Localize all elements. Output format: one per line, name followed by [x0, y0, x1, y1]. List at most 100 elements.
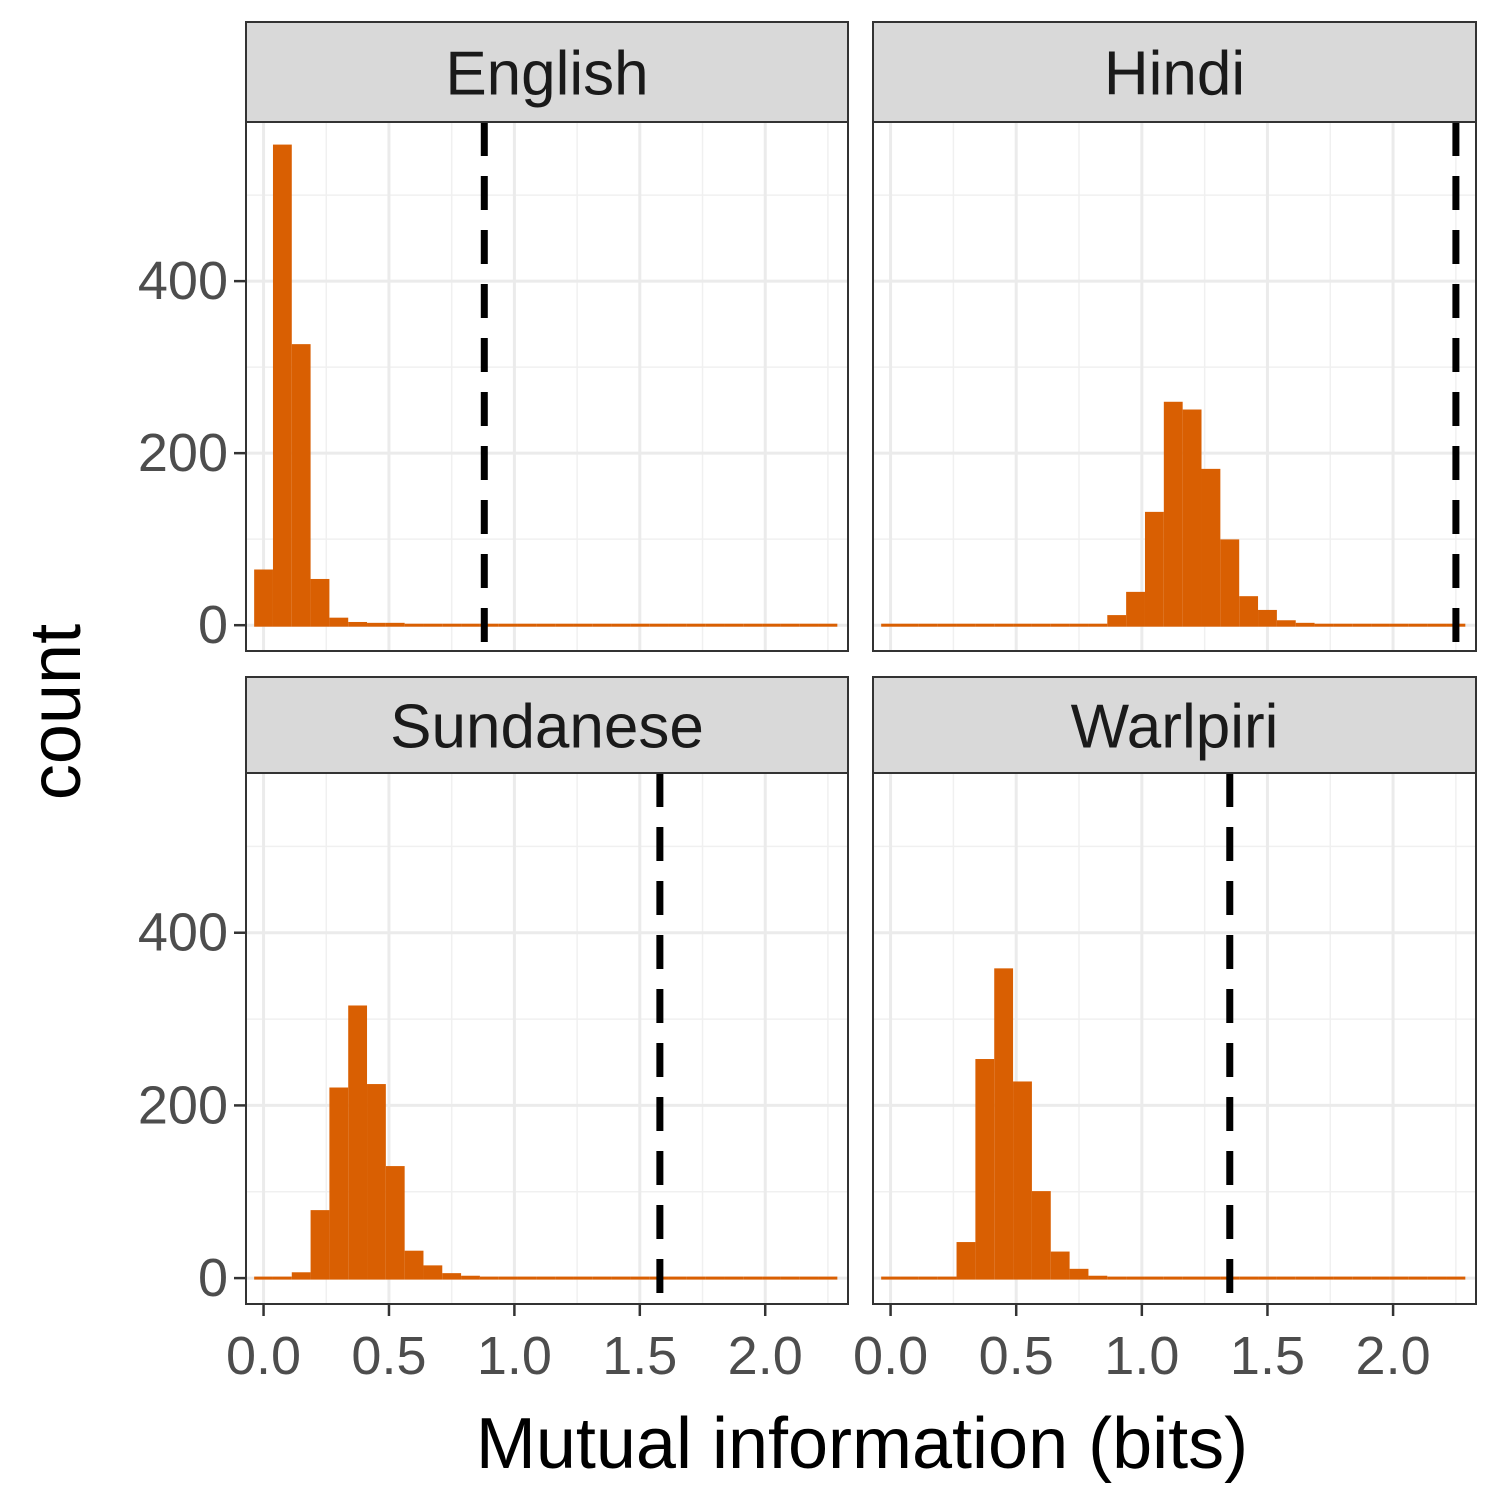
histogram-bar — [705, 1276, 725, 1280]
x-tick-label: 1.0 — [1104, 1326, 1179, 1386]
histogram-bar — [818, 623, 838, 627]
histogram-bar — [975, 1059, 995, 1280]
histogram-bar — [1258, 1276, 1277, 1280]
histogram-bar — [668, 623, 687, 627]
histogram-bar — [918, 623, 938, 627]
histogram-bar — [724, 623, 744, 627]
histogram-bar — [479, 623, 499, 627]
histogram-bar — [517, 1276, 537, 1280]
facet-strip-label-english: English — [445, 40, 648, 109]
x-tick-label: 2.0 — [728, 1326, 803, 1386]
histogram-bar — [937, 623, 957, 627]
histogram-bar — [592, 1276, 612, 1280]
histogram-bar — [686, 623, 706, 627]
histogram-bar — [1352, 1276, 1372, 1280]
histogram-bar — [1107, 615, 1127, 627]
histogram-bar — [479, 1276, 499, 1280]
histogram-bar — [442, 623, 462, 627]
histogram-bar — [1408, 623, 1428, 627]
histogram-bar — [536, 1276, 556, 1280]
histogram-bar — [461, 1275, 480, 1280]
histogram-bar — [686, 1276, 706, 1280]
histogram-bar — [956, 1242, 976, 1280]
histogram-bar — [272, 144, 292, 627]
histogram-bars — [254, 144, 1466, 1280]
histogram-bar — [1352, 623, 1372, 627]
facet-strip-label-sundanese: Sundanese — [390, 693, 704, 762]
histogram-bar — [1427, 1276, 1447, 1280]
histogram-bar — [423, 623, 443, 627]
histogram-bar — [668, 1276, 687, 1280]
histogram-bar — [1126, 1276, 1145, 1280]
histogram-bar — [994, 968, 1014, 1280]
histogram-bar — [799, 1276, 819, 1280]
panel-background-warlpiri — [873, 773, 1476, 1304]
x-tick-label: 1.0 — [477, 1326, 552, 1386]
y-tick-label: 200 — [138, 423, 228, 483]
histogram-bar — [1408, 1276, 1428, 1280]
histogram-bar — [1013, 623, 1032, 627]
histogram-bar — [1295, 1276, 1315, 1280]
x-tick-label: 0.5 — [979, 1326, 1054, 1386]
histogram-bar — [536, 623, 556, 627]
histogram-bar — [348, 1005, 368, 1280]
histogram-bar — [310, 578, 330, 627]
histogram-bar — [900, 1276, 919, 1280]
x-tick-label: 0.0 — [853, 1326, 928, 1386]
histogram-bar — [1427, 623, 1447, 627]
histogram-bar — [555, 623, 574, 627]
histogram-bar — [1069, 1268, 1089, 1280]
histogram-bar — [630, 1276, 650, 1280]
histogram-bar — [517, 623, 537, 627]
histogram-bar — [1050, 623, 1070, 627]
histogram-bar — [291, 1272, 311, 1280]
histogram-bar — [994, 623, 1014, 627]
histogram-bar — [1389, 623, 1409, 627]
y-axis-title: count — [16, 624, 96, 800]
histogram-bar — [1013, 1081, 1032, 1280]
histogram-bar — [1446, 1276, 1466, 1280]
panel-backgrounds — [246, 122, 1476, 1304]
histogram-bar — [573, 623, 593, 627]
y-tick-label: 0 — [198, 1248, 228, 1308]
histogram-bar — [310, 1210, 330, 1280]
histogram-bar — [1371, 1276, 1390, 1280]
histogram-bar — [1031, 1191, 1051, 1280]
histogram-bar — [630, 623, 650, 627]
histogram-bar — [1333, 623, 1353, 627]
histogram-bar — [611, 623, 631, 627]
histogram-bar — [272, 1276, 292, 1280]
histogram-bar — [423, 1265, 443, 1280]
histogram-bar — [367, 622, 386, 627]
histogram-bar — [975, 623, 995, 627]
facet-strips: English Hindi Sundanese Warlpiri — [245, 21, 1477, 774]
histogram-bar — [780, 1276, 800, 1280]
histogram-bar — [385, 622, 405, 627]
facet-strip-label-warlpiri: Warlpiri — [1071, 693, 1279, 762]
histogram-bar — [329, 1087, 349, 1280]
x-tick-label: 1.5 — [1230, 1326, 1305, 1386]
reference-lines — [480, 122, 1460, 1304]
histogram-bar — [1107, 1276, 1127, 1280]
histogram-bar — [329, 617, 349, 627]
histogram-bar — [1276, 620, 1296, 627]
histogram-bar — [705, 623, 725, 627]
histogram-bar — [1314, 1276, 1334, 1280]
x-axis-title: Mutual information (bits) — [476, 1404, 1248, 1484]
facet-strip-sundanese — [245, 676, 849, 774]
histogram-bar — [367, 1084, 386, 1280]
y-tick-label: 0 — [198, 595, 228, 655]
facet-strip-label-hindi: Hindi — [1104, 40, 1245, 109]
histogram-bar — [254, 1276, 273, 1280]
histogram-bar — [498, 1276, 518, 1280]
histogram-bar — [611, 1276, 631, 1280]
histogram-bar — [881, 623, 901, 627]
histogram-bar — [1031, 623, 1051, 627]
axes: 0 200 400 0 200 400 0.0 0.5 1.0 1.5 2.0 0.0 0.5 1.0 1.… — [138, 251, 1431, 1386]
histogram-bar — [937, 1276, 957, 1280]
histogram-bar — [1144, 511, 1164, 627]
histogram-bar — [573, 1276, 593, 1280]
histogram-bar — [442, 1273, 462, 1280]
histogram-bar — [818, 1276, 838, 1280]
